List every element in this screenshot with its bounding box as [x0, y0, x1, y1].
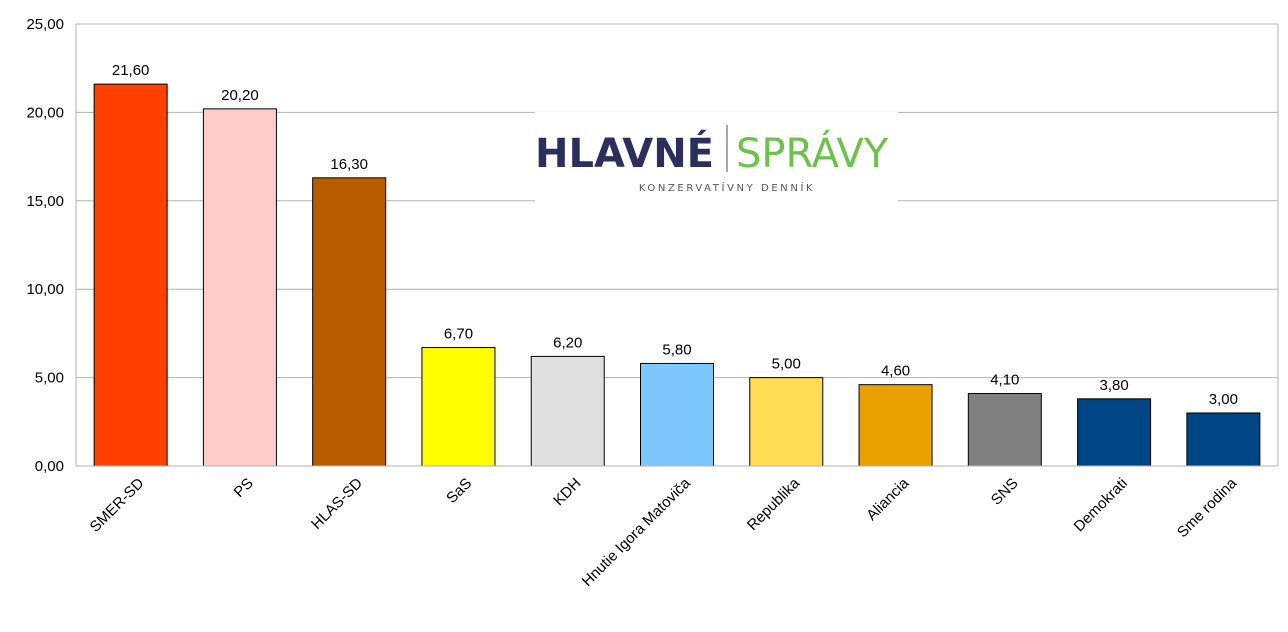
category-label: PS: [231, 475, 257, 501]
category-label: Demokrati: [1071, 475, 1131, 535]
data-label: 5,00: [772, 356, 801, 373]
category-label: HLAS-SD: [308, 475, 366, 533]
category-label: Sme rodina: [1174, 474, 1241, 541]
data-label: 4,60: [881, 363, 910, 380]
data-label: 4,10: [990, 372, 1019, 389]
bar: [202, 108, 277, 467]
category-label: SMER-SD: [87, 475, 148, 536]
logo-tagline: KONZERVATÍVNY DENNÍK: [639, 181, 815, 194]
bar: [1186, 412, 1261, 467]
bar: [530, 355, 605, 467]
data-label: 3,00: [1209, 391, 1238, 408]
bar: [93, 83, 168, 467]
data-labels: 21,60 20,20 16,30 6,70 6,20 5,80 5,00 4,60 4,10 3…: [112, 62, 1238, 408]
bar: [640, 362, 714, 467]
y-tick-label: 5,00: [35, 370, 64, 387]
bars: [93, 83, 1261, 467]
bar: [858, 384, 933, 467]
bar: [421, 347, 496, 467]
axes: [75, 24, 1279, 467]
logo-word-hlavne: HLAVNÉ: [535, 129, 714, 177]
y-tick-label: 20,00: [26, 104, 64, 121]
bar: [312, 177, 387, 467]
data-label: 6,70: [444, 326, 473, 343]
category-label: Aliancia: [863, 474, 913, 524]
data-label: 21,60: [112, 62, 150, 79]
y-tick-labels: 0,00 5,00 10,00 15,00 20,00 25,00: [26, 16, 64, 475]
bar: [967, 393, 1042, 467]
y-tick-label: 0,00: [35, 458, 64, 475]
hlavne-spravy-logo: HLAVNÉ SPRÁVY KONZERVATÍVNY DENNÍK: [535, 112, 898, 202]
y-tick-label: 10,00: [26, 281, 64, 298]
data-label: 16,30: [330, 156, 368, 173]
bar: [749, 377, 824, 467]
logo-word-spravy: SPRÁVY: [736, 129, 889, 177]
category-label: KDH: [550, 475, 584, 509]
data-label: 5,80: [662, 341, 691, 358]
category-label: Hnutie Igora Matoviča: [579, 474, 695, 590]
category-label: Republika: [744, 474, 804, 534]
logo-background: [535, 112, 898, 202]
bar: [1077, 398, 1152, 467]
y-tick-label: 25,00: [26, 16, 64, 33]
y-tick-label: 15,00: [26, 193, 64, 210]
data-label: 3,80: [1099, 377, 1128, 394]
category-label: SaS: [443, 475, 475, 507]
category-label: SNS: [988, 475, 1022, 509]
data-label: 6,20: [553, 334, 582, 351]
data-label: 20,20: [221, 87, 259, 104]
